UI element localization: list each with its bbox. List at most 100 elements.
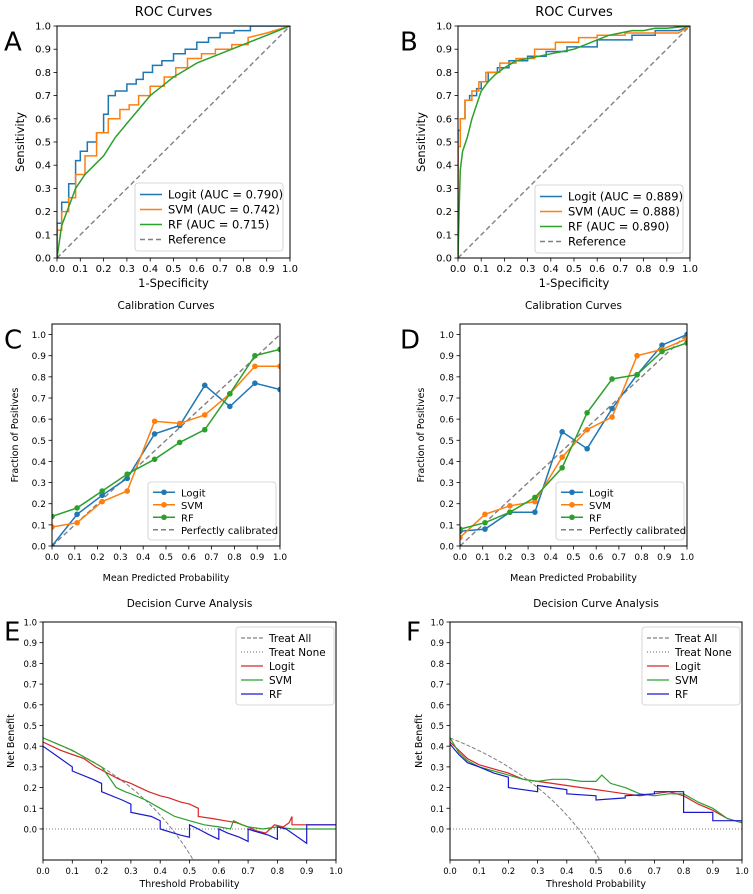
y-axis-label: Fraction of Positives [10, 388, 21, 483]
legend-label-treat-none: Treat None [268, 647, 326, 659]
data-point-logit [124, 475, 131, 482]
x-tick-label: 0.3 [113, 553, 127, 563]
x-tick-label: 0.6 [182, 553, 197, 563]
data-point-rf [659, 348, 665, 355]
legend-label-reference: Perfectly calibrated [589, 526, 686, 537]
y-axis-label: Net Benefit [414, 714, 425, 768]
x-tick-label: 0.3 [521, 553, 535, 563]
legend-label-reference: Reference [168, 233, 226, 247]
data-point-svm [559, 454, 565, 461]
y-tick-label: 0.2 [436, 207, 452, 218]
x-tick-label: 0.3 [531, 867, 545, 877]
y-tick-label: 0.2 [23, 784, 37, 794]
legend-label-rf: RF (AUC = 0.715) [168, 218, 269, 232]
series-line-rf [52, 348, 280, 518]
chart-title: Decision Curve Analysis [533, 598, 659, 610]
data-point-logit [151, 431, 158, 437]
y-tick-label: 1.0 [23, 619, 37, 629]
x-tick-label: 0.2 [498, 553, 512, 563]
x-axis-label: Threshold Probability [138, 879, 239, 890]
y-tick-label: 0.9 [35, 45, 51, 56]
x-tick-label: 0.5 [589, 867, 603, 877]
legend-label-rf: RF [589, 513, 602, 524]
panel-c: C Calibration Curves 0.0 0.1 0.2 0.3 0.4 0.5 0.6… [4, 300, 287, 584]
y-tick-label: 0.2 [440, 500, 454, 510]
x-tick-label: 0.6 [589, 553, 604, 563]
legend-label-logit: Logit (AUC = 0.889) [568, 190, 683, 204]
y-tick-label: 1.0 [430, 619, 444, 629]
x-tick-label: 0.8 [636, 264, 652, 275]
x-tick-label: 0.5 [166, 264, 182, 275]
y-tick-label: 0.2 [430, 784, 444, 794]
y-tick-label: 0.7 [430, 681, 444, 691]
y-tick-label: 0.7 [32, 395, 46, 405]
x-tick-label: 0.9 [259, 264, 275, 275]
y-tick-label: 1.0 [436, 22, 452, 33]
x-tick-label: 0.0 [36, 867, 50, 877]
x-tick-label: 0.3 [119, 264, 135, 275]
legend-label-svm: SVM (AUC = 0.888) [568, 205, 680, 219]
x-tick-label: 0.1 [473, 264, 489, 275]
data-point-rf [74, 505, 80, 511]
y-axis-label: Net Benefit [6, 714, 17, 768]
x-tick-label: 0.7 [612, 264, 628, 275]
y-tick-label: 0.6 [430, 701, 444, 711]
series-line-svm [460, 338, 687, 539]
legend-label-reference: Reference [568, 235, 626, 249]
y-axis-label: Sensitivity [13, 112, 27, 172]
x-tick-label: 0.4 [560, 867, 574, 877]
data-point-logit [584, 445, 590, 452]
legend-marker-rf [569, 514, 575, 521]
data-point-svm [201, 412, 208, 418]
data-point-svm [532, 498, 538, 505]
y-tick-label: 1.0 [32, 331, 47, 341]
legend-marker-rf [161, 514, 167, 521]
x-tick-label: 0.2 [96, 264, 112, 275]
panel-letter: C [4, 325, 22, 355]
y-axis-label: Sensitivity [414, 112, 428, 172]
chart-title: ROC Curves [535, 5, 613, 20]
legend-label-logit: Logit [181, 488, 206, 499]
y-tick-label: 0.3 [440, 479, 454, 489]
data-point-rf [124, 471, 131, 477]
data-point-rf [482, 519, 488, 526]
legend: Treat All Treat None Logit SVM RF [641, 626, 741, 706]
data-point-logit [609, 405, 615, 412]
y-tick-label: 0.4 [35, 161, 51, 172]
y-tick-label: 0.4 [430, 743, 444, 753]
data-point-svm [176, 420, 183, 427]
chart-title: ROC Curves [135, 5, 213, 20]
x-tick-label: 0.7 [648, 867, 662, 877]
data-point-rf [634, 371, 640, 378]
x-tick-label: 0.8 [227, 553, 242, 563]
panel-letter: F [406, 617, 421, 647]
y-tick-label: 0.2 [32, 500, 46, 510]
chart-title: Calibration Curves [525, 300, 622, 312]
series-line-logit [52, 382, 280, 546]
x-tick-label: 0.0 [45, 553, 60, 563]
x-tick-label: 1.0 [735, 867, 749, 877]
data-point-rf [252, 352, 258, 359]
data-point-svm [507, 503, 513, 509]
y-tick-label: 0.3 [23, 763, 37, 773]
series-line-rf [460, 342, 687, 530]
x-tick-label: 0.7 [212, 264, 228, 275]
y-tick-label: 0.7 [436, 91, 452, 102]
x-tick-label: 0.4 [136, 553, 151, 563]
series-line-rf [450, 743, 742, 822]
panel-letter: D [400, 325, 420, 355]
legend-box [235, 626, 335, 706]
data-point-rf [507, 509, 513, 515]
y-tick-label: 0.6 [35, 114, 51, 125]
x-tick-label: 0.0 [450, 264, 466, 275]
y-tick-label: 0.4 [23, 743, 37, 753]
y-tick-label: 0.0 [35, 254, 51, 265]
y-tick-label: 0.1 [430, 805, 444, 815]
data-point-logit [252, 380, 258, 387]
x-tick-label: 0.7 [204, 553, 218, 563]
legend-box [555, 481, 685, 541]
y-tick-label: 0.1 [32, 521, 46, 531]
y-tick-label: 0.4 [32, 458, 47, 468]
legend-box [641, 626, 741, 706]
